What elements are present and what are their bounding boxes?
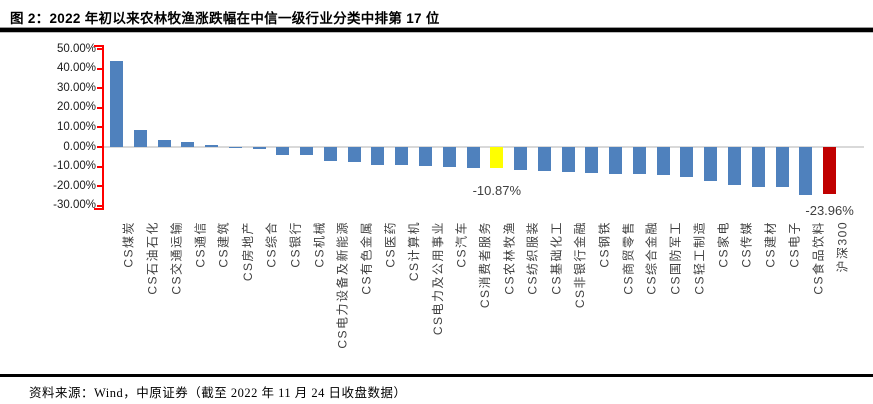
footer-divider [0, 374, 873, 377]
chart-bar-CS综合金融 [632, 147, 646, 175]
y-axis-tick-label: 40.00% [56, 62, 96, 75]
y-axis-tick [97, 146, 102, 148]
y-axis-tick [97, 67, 102, 70]
chart-bar-CS计算机 [395, 147, 409, 166]
data-label-CS农林牧渔: -10.87% [472, 183, 522, 198]
category-label-CS纺织服装: CS纺织服装 [526, 221, 541, 295]
category-label-CS电子: CS电子 [787, 221, 802, 268]
chart-bar-CS煤炭 [110, 60, 123, 147]
chart-bar-CS消费者服务 [466, 147, 480, 168]
category-label-CS消费者服务: CS消费者服务 [478, 221, 493, 309]
y-axis-tick-label: 50.00% [56, 42, 96, 55]
chart-bar-CS商贸零售 [609, 147, 623, 174]
category-label-CS房地产: CS房地产 [240, 221, 255, 282]
category-label-CS通信: CS通信 [193, 221, 208, 268]
chart-bar-CS电子 [775, 147, 789, 188]
chart-bar-CS非银行金融 [561, 147, 575, 173]
y-axis-end-cap [94, 45, 102, 47]
y-axis-line [102, 45, 104, 210]
chart-bar-CS汽车 [442, 147, 456, 167]
zero-gridline [102, 146, 864, 148]
chart-bar-CS交通运输 [157, 139, 171, 147]
category-label-CS轻工制造: CS轻工制造 [692, 221, 707, 295]
chart-bar-CS家电 [704, 147, 718, 182]
y-axis-tick [97, 48, 102, 50]
chart-bar-CS基础化工 [537, 147, 551, 172]
title-divider [0, 27, 873, 33]
category-label-CS电力设备及新能源: CS电力设备及新能源 [335, 221, 350, 349]
category-label-CS综合: CS综合 [264, 221, 279, 268]
chart-bar-CS国防军工 [656, 147, 670, 176]
y-axis-tick [97, 185, 102, 188]
y-axis-tick [97, 165, 102, 168]
chart-bar-CS纺织服装 [514, 147, 528, 171]
category-label-CS商贸零售: CS商贸零售 [621, 221, 636, 295]
y-axis-end-cap [94, 207, 102, 210]
category-label-CS食品饮料: CS食品饮料 [811, 221, 826, 295]
category-label-CS非银行金融: CS非银行金融 [573, 221, 588, 309]
chart-bar-CS通信 [181, 142, 195, 147]
category-label-CS煤炭: CS煤炭 [122, 221, 136, 268]
figure-title: 图 2：2022 年初以来农林牧渔涨跌幅在中信一级行业分类中排第 17 位 [10, 11, 440, 26]
category-label-CS机械: CS机械 [312, 221, 327, 268]
chart-bar-CS电力及公用事业 [419, 147, 432, 166]
chart-bar-CS综合 [252, 147, 266, 149]
category-label-CS有色金属: CS有色金属 [359, 221, 374, 295]
y-axis-tick-label: -10.00% [53, 160, 96, 173]
chart-bar-沪深300 [823, 147, 837, 194]
category-label-CS交通运输: CS交通运输 [169, 221, 184, 295]
category-label-CS建材: CS建材 [763, 221, 778, 268]
category-label-CS基础化工: CS基础化工 [549, 221, 564, 295]
y-axis-tick [97, 126, 102, 129]
chart-bar-CS石油石化 [133, 130, 147, 147]
y-axis-tick [97, 106, 102, 109]
category-label-CS电力及公用事业: CS电力及公用事业 [431, 221, 446, 336]
category-label-CS建筑: CS建筑 [217, 221, 232, 268]
category-label-CS综合金融: CS综合金融 [644, 221, 659, 295]
y-axis-tick [97, 204, 102, 207]
y-axis-tick-label: 20.00% [56, 101, 96, 114]
chart-bar-CS有色金属 [347, 147, 361, 162]
category-label-CS家电: CS家电 [716, 221, 731, 268]
category-label-CS国防军工: CS国防军工 [668, 221, 683, 295]
category-label-CS银行: CS银行 [288, 221, 303, 268]
category-label-CS石油石化: CS石油石化 [145, 221, 160, 295]
y-axis-tick-label: 0.00% [63, 140, 96, 153]
chart-bar-CS传媒 [728, 147, 742, 186]
category-label-CS传媒: CS传媒 [740, 221, 755, 268]
chart-bar-CS医药 [371, 147, 385, 165]
category-label-CS汽车: CS汽车 [454, 221, 469, 268]
y-axis-tick-label: 30.00% [56, 81, 96, 94]
chart-bar-CS银行 [276, 147, 290, 155]
y-axis-tick-label: -30.00% [53, 199, 96, 212]
chart-bar-CS钢铁 [585, 147, 599, 173]
y-axis-tick [97, 87, 102, 90]
y-axis-tick-label: -20.00% [53, 179, 96, 192]
chart-bar-CS食品饮料 [799, 147, 813, 195]
category-label-CS计算机: CS计算机 [407, 221, 422, 282]
y-axis-tick-label: 10.00% [56, 120, 96, 133]
chart-bar-CS电力设备及新能源 [323, 147, 337, 161]
chart-bar-CS农林牧渔 [490, 147, 504, 169]
category-label-CS农林牧渔: CS农林牧渔 [502, 221, 517, 295]
source-note: 资料来源：Wind，中原证券（截至 2022 年 11 月 24 日收盘数据） [29, 386, 407, 400]
chart-bar-CS轻工制造 [680, 147, 694, 178]
chart-bar-CS机械 [300, 147, 314, 156]
chart-bar-CS建材 [751, 147, 765, 187]
chart-bar-CS建筑 [205, 145, 219, 147]
chart-bar-CS房地产 [228, 147, 242, 148]
category-label-CS医药: CS医药 [383, 221, 398, 268]
data-label-沪深300: -23.96% [805, 203, 854, 218]
category-label-沪深300: 沪深300 [835, 221, 850, 273]
category-label-CS钢铁: CS钢铁 [597, 221, 612, 268]
